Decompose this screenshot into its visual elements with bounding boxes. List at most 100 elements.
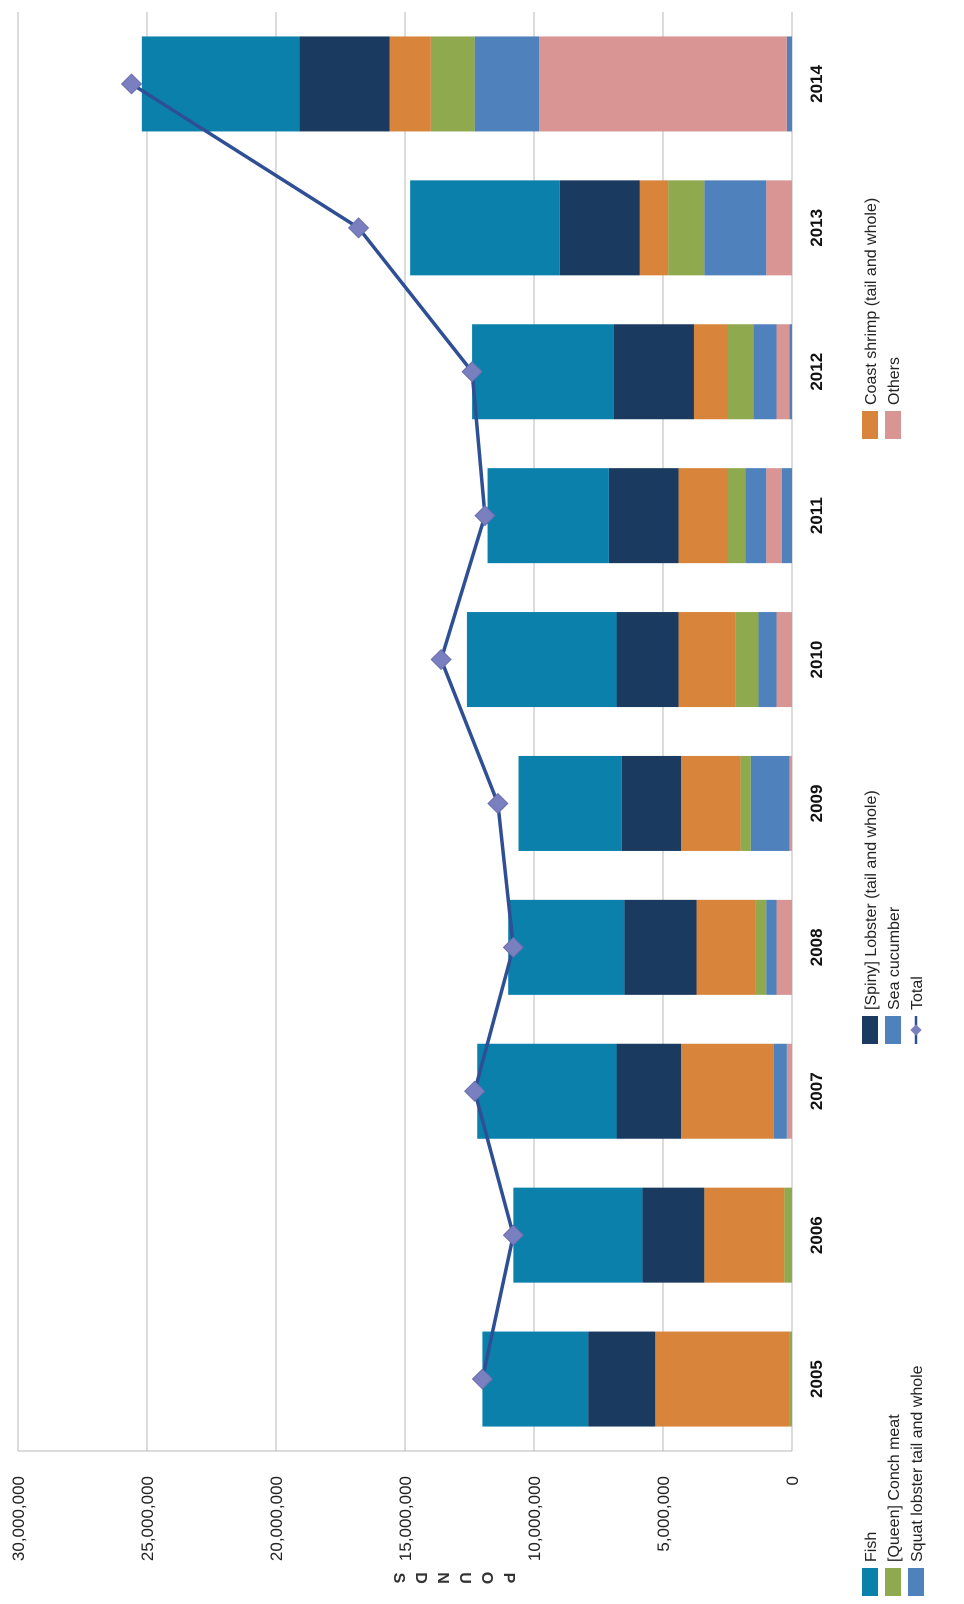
bar-segment <box>559 180 640 276</box>
bar-segment <box>784 1187 793 1283</box>
total-marker <box>430 648 452 671</box>
legend-label: [Queen] Conch meat <box>886 1414 903 1562</box>
bar-segment <box>472 324 614 420</box>
bar-segment <box>704 1187 785 1283</box>
bar-segment <box>740 755 751 851</box>
legend-swatch <box>908 1568 924 1596</box>
x-category-label: 2011 <box>807 497 826 534</box>
total-marker <box>471 1368 494 1390</box>
x-category-label: 2005 <box>807 1360 826 1398</box>
bar-segment <box>758 612 777 708</box>
x-category-label: 2009 <box>807 785 826 823</box>
bar-segment <box>789 324 792 420</box>
y-axis-ticks: 0 5,000,000 10,000,000 15,000,000 20,000,000… <box>9 1476 802 1561</box>
bar-segment <box>678 468 728 564</box>
bar-segment <box>389 36 431 132</box>
total-marker <box>120 73 143 95</box>
x-category-label: 2014 <box>807 65 826 103</box>
x-category-label: 2013 <box>807 209 826 247</box>
bar-segment <box>786 36 793 132</box>
y-tick-label: 30,000,000 <box>9 1476 28 1561</box>
legend-swatch <box>885 1016 901 1044</box>
y-axis-label-char: N <box>434 1572 451 1584</box>
total-line <box>120 73 524 1390</box>
bar-segment <box>482 1331 589 1427</box>
legend-label: [Spiny] Lobster (tail and whole) <box>863 790 880 1010</box>
y-tick-label: 0 <box>783 1476 802 1485</box>
y-tick-label: 5,000,000 <box>654 1476 673 1552</box>
bar-segment <box>141 36 300 132</box>
y-tick-label: 15,000,000 <box>396 1476 415 1561</box>
y-tick-label: 10,000,000 <box>525 1476 544 1561</box>
bar-segment <box>766 180 793 276</box>
bar-segment <box>781 468 792 564</box>
legend-marker-swatch <box>910 1024 922 1036</box>
bar-segment <box>518 755 622 851</box>
bar-segment <box>639 180 669 276</box>
bar-segment <box>474 36 540 132</box>
y-tick-label: 25,000,000 <box>138 1476 157 1561</box>
bar-segment <box>613 324 694 420</box>
legend-swatch <box>862 411 878 439</box>
x-category-label: 2006 <box>807 1216 826 1254</box>
legend-swatch <box>885 411 901 439</box>
y-tick-label: 20,000,000 <box>267 1476 286 1561</box>
bar-segment <box>773 1043 787 1139</box>
bar-segment <box>776 612 793 708</box>
rotated-chart-group: 0 5,000,000 10,000,000 15,000,000 20,000,000… <box>9 12 926 1596</box>
bar-segment <box>776 324 790 420</box>
x-category-label: 2008 <box>807 928 826 966</box>
x-category-label: 2010 <box>807 641 826 679</box>
bar-segment <box>704 180 767 276</box>
bar-segment <box>681 1043 774 1139</box>
legend-label: Coast shrimp (tail and whole) <box>863 198 880 405</box>
bar-segment <box>696 899 756 995</box>
legend-label: Others <box>886 357 903 405</box>
bar-segment <box>616 612 679 708</box>
x-category-label: 2012 <box>807 353 826 391</box>
bar-segment <box>655 1331 790 1427</box>
bar-segment <box>608 468 679 564</box>
bar-segment <box>477 1043 617 1139</box>
legend-swatch <box>885 1568 901 1596</box>
y-axis-label-char: S <box>390 1573 407 1584</box>
bar-segment <box>539 36 787 132</box>
legend-label: Fish <box>863 1532 880 1562</box>
legend-label: Total <box>909 976 926 1010</box>
bar-segment <box>789 755 792 851</box>
bar-segment <box>487 468 609 564</box>
legend: Fish [Queen] Conch meat Squat lobster tail… <box>862 198 926 1596</box>
total-marker <box>461 361 483 383</box>
y-axis-label-char: U <box>456 1572 473 1584</box>
bar-segment <box>753 324 777 420</box>
bar-segment <box>693 324 728 420</box>
legend-swatch <box>862 1568 878 1596</box>
bar-segment <box>513 1187 643 1283</box>
bar-segment <box>681 755 741 851</box>
bar-segment <box>588 1331 656 1427</box>
bars <box>141 36 793 1427</box>
bar-segment <box>299 36 390 132</box>
bar-segment <box>678 612 736 708</box>
bar-segment <box>755 899 767 995</box>
bar-segment <box>621 755 682 851</box>
bar-segment <box>766 468 782 564</box>
legend-label: Sea cucumber <box>886 906 903 1010</box>
total-marker <box>487 792 509 815</box>
bar-segment <box>410 180 560 276</box>
total-marker <box>464 1080 486 1102</box>
bar-segment <box>776 899 793 995</box>
bar-segment <box>745 468 767 564</box>
total-marker <box>502 936 524 958</box>
bar-segment <box>750 755 790 851</box>
bar-segment <box>508 899 625 995</box>
total-line-path <box>130 82 516 1380</box>
bar-segment <box>766 899 777 995</box>
total-marker <box>347 217 370 239</box>
bar-segment <box>727 468 746 564</box>
x-axis-categories: 2005 2006 2007 2008 2009 2010 2011 2012 2013 2014 <box>807 65 826 1398</box>
bar-segment <box>668 180 705 276</box>
bar-segment <box>642 1187 705 1283</box>
